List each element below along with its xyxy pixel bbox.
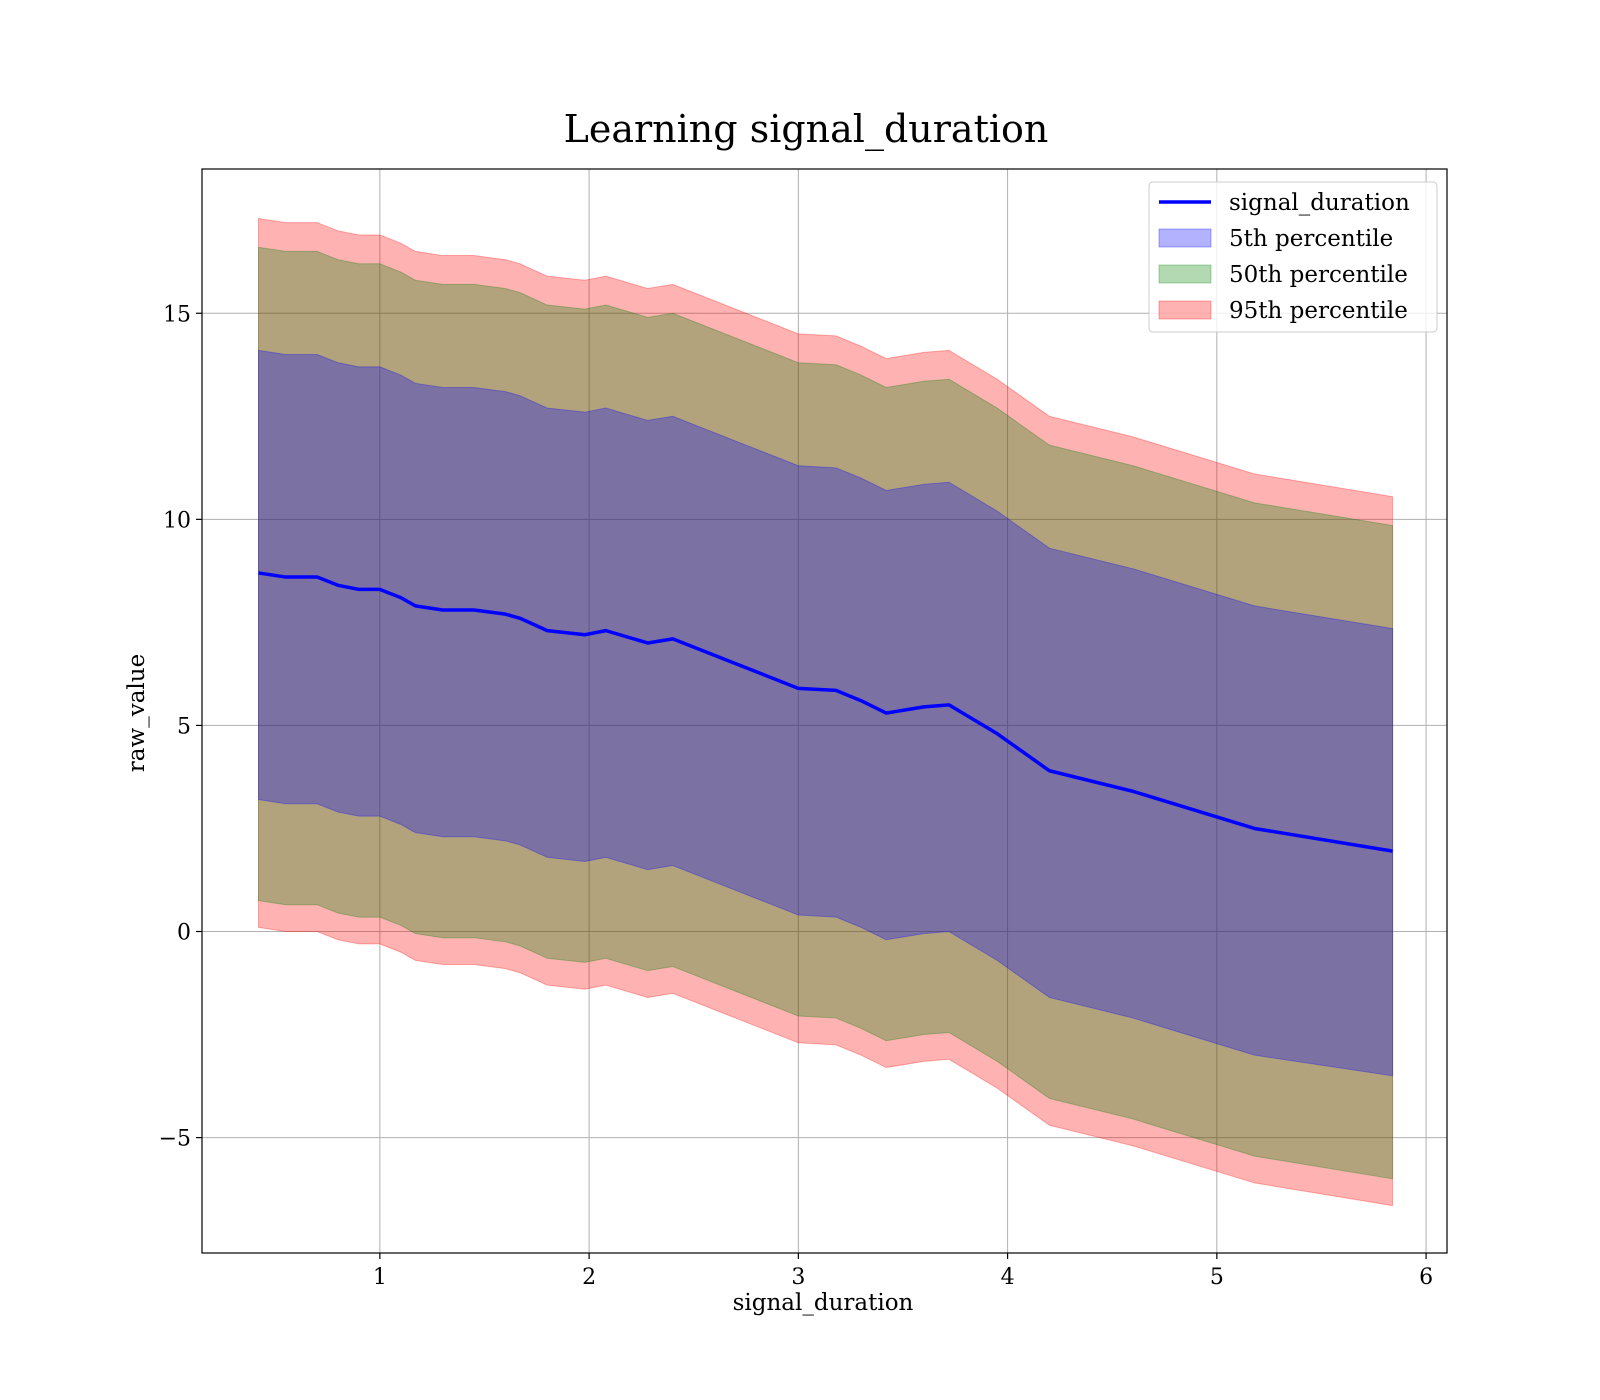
band-5th-percentile (258, 349, 1394, 1077)
x-tick-label-1: 1 (373, 1265, 387, 1290)
y-tick-label-3: 5 (177, 714, 191, 739)
band-50th-percentile (258, 246, 1394, 1180)
x-tick-label-4: 4 (1001, 1265, 1015, 1290)
axes-frame (201, 168, 1448, 1254)
x-tick-label-6: 6 (1419, 1265, 1433, 1290)
x-tick-label-2: 2 (582, 1265, 596, 1290)
y-tick-label-4: 10 (163, 508, 191, 533)
legend-label-signal-duration: signal_duration (1229, 190, 1410, 216)
legend-swatch-5th-percentile (1158, 228, 1212, 248)
y-axis-label: raw_value (124, 654, 150, 772)
legend-label-5th-percentile: 5th percentile (1229, 226, 1393, 252)
legend-label-95th-percentile: 95th percentile (1229, 298, 1408, 324)
legend-swatch-50th-percentile (1158, 264, 1212, 284)
y-tick-label-5: 15 (163, 302, 191, 327)
legend-label-50th-percentile: 50th percentile (1229, 262, 1408, 288)
chart-title: Learning signal_duration (564, 107, 1049, 152)
x-tick-label-3: 3 (791, 1265, 805, 1290)
plot-area: 1 2 3 4 5 6 −5 0 5 10 15 (159, 168, 1448, 1290)
x-tick-label-5: 5 (1210, 1265, 1224, 1290)
series-line-signal-duration (258, 571, 1393, 853)
legend-box (1148, 181, 1438, 333)
legend: signal_duration 5th percentile 50th percen… (1148, 181, 1438, 333)
y-tick-label-1: −5 (159, 1127, 191, 1152)
legend-swatch-95th-percentile (1158, 300, 1212, 320)
band-95th-percentile (258, 217, 1394, 1207)
y-tick-label-2: 0 (177, 921, 191, 946)
x-axis-label: signal_duration (733, 1290, 914, 1316)
